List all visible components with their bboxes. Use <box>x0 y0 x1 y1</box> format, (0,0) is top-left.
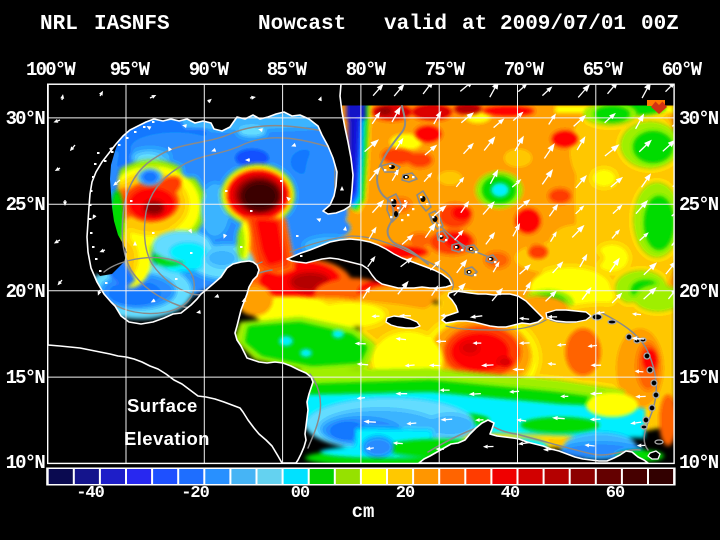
svg-text:15°N: 15°N <box>6 367 46 389</box>
svg-text:20°N: 20°N <box>6 281 46 303</box>
svg-text:65°W: 65°W <box>583 59 624 81</box>
svg-text:valid: valid <box>384 13 447 36</box>
svg-text:IASNFS: IASNFS <box>94 13 170 36</box>
svg-text:Nowcast: Nowcast <box>258 13 346 36</box>
svg-text:85°W: 85°W <box>267 59 308 81</box>
svg-text:25°N: 25°N <box>679 194 719 216</box>
svg-text:15°N: 15°N <box>679 367 719 389</box>
svg-text:60: 60 <box>606 484 625 503</box>
svg-text:95°W: 95°W <box>110 59 151 81</box>
svg-text:100°W: 100°W <box>26 59 76 81</box>
svg-text:30°N: 30°N <box>679 108 719 130</box>
svg-text:30°N: 30°N <box>6 108 46 130</box>
svg-text:-40: -40 <box>76 484 104 503</box>
svg-text:40: 40 <box>501 484 520 503</box>
svg-text:at: at <box>462 13 487 36</box>
svg-text:75°W: 75°W <box>425 59 466 81</box>
svg-text:00Z: 00Z <box>641 13 679 36</box>
svg-text:20°N: 20°N <box>679 281 719 303</box>
svg-text:2009/07/01: 2009/07/01 <box>500 13 626 36</box>
svg-text:80°W: 80°W <box>346 59 387 81</box>
svg-text:90°W: 90°W <box>189 59 230 81</box>
svg-text:-20: -20 <box>181 484 209 503</box>
svg-text:Surface: Surface <box>127 395 198 416</box>
svg-text:10°N: 10°N <box>679 452 719 474</box>
svg-text:25°N: 25°N <box>6 194 46 216</box>
svg-text:NRL: NRL <box>40 13 78 36</box>
svg-text:cm: cm <box>352 501 375 523</box>
svg-text:20: 20 <box>396 484 415 503</box>
svg-text:10°N: 10°N <box>6 452 46 474</box>
svg-text:00: 00 <box>291 484 310 503</box>
svg-text:Elevation: Elevation <box>124 428 210 449</box>
svg-text:70°W: 70°W <box>504 59 545 81</box>
svg-text:60°W: 60°W <box>662 59 703 81</box>
